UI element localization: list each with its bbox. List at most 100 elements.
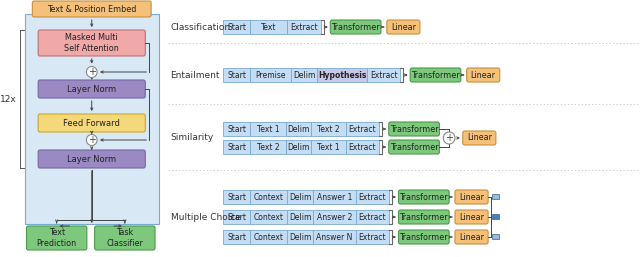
Bar xyxy=(287,230,313,244)
FancyBboxPatch shape xyxy=(399,190,449,204)
FancyBboxPatch shape xyxy=(467,68,500,82)
Bar xyxy=(492,214,499,219)
Bar xyxy=(223,20,250,34)
Bar xyxy=(287,20,321,34)
Text: +: + xyxy=(445,133,453,143)
Text: Extract: Extract xyxy=(290,23,318,32)
Text: Text 2: Text 2 xyxy=(317,124,340,133)
FancyBboxPatch shape xyxy=(399,210,449,224)
Bar xyxy=(285,122,311,136)
Bar xyxy=(313,190,356,204)
FancyBboxPatch shape xyxy=(38,30,145,56)
FancyBboxPatch shape xyxy=(399,230,449,244)
Text: Transformer: Transformer xyxy=(390,142,438,151)
Bar xyxy=(223,210,250,224)
Bar xyxy=(311,122,346,136)
Bar xyxy=(492,194,499,199)
Text: Extract: Extract xyxy=(349,124,376,133)
Text: Context: Context xyxy=(254,192,284,201)
FancyBboxPatch shape xyxy=(26,226,87,250)
FancyBboxPatch shape xyxy=(455,230,488,244)
FancyBboxPatch shape xyxy=(33,1,151,17)
Bar xyxy=(311,140,346,154)
Bar xyxy=(317,68,367,82)
Text: Delim: Delim xyxy=(287,142,309,151)
Text: Delim: Delim xyxy=(289,233,311,242)
Bar xyxy=(356,210,388,224)
Bar xyxy=(492,234,499,239)
Bar xyxy=(250,122,285,136)
Text: Transformer: Transformer xyxy=(399,233,448,242)
Bar xyxy=(356,190,388,204)
Text: Feed Forward: Feed Forward xyxy=(63,118,120,127)
FancyBboxPatch shape xyxy=(463,131,496,145)
Bar xyxy=(367,68,401,82)
FancyBboxPatch shape xyxy=(388,140,440,154)
Text: Delim: Delim xyxy=(287,124,309,133)
Text: Layer Norm: Layer Norm xyxy=(67,154,116,163)
Text: Layer Norm: Layer Norm xyxy=(67,85,116,94)
Bar xyxy=(250,68,291,82)
Text: Masked Multi
Self Attention: Masked Multi Self Attention xyxy=(65,33,119,53)
Text: Transformer: Transformer xyxy=(332,23,380,32)
Text: Similarity: Similarity xyxy=(171,133,214,142)
Bar xyxy=(250,20,287,34)
FancyBboxPatch shape xyxy=(38,114,145,132)
Text: Task
Classifier: Task Classifier xyxy=(106,228,143,248)
FancyBboxPatch shape xyxy=(330,20,381,34)
Bar xyxy=(250,230,287,244)
Text: Delim: Delim xyxy=(289,213,311,222)
Text: Premise: Premise xyxy=(255,70,286,79)
Text: Extract: Extract xyxy=(358,233,386,242)
Bar xyxy=(346,122,379,136)
Circle shape xyxy=(444,132,455,144)
Bar xyxy=(250,210,287,224)
FancyBboxPatch shape xyxy=(388,122,440,136)
Text: Transformer: Transformer xyxy=(399,192,448,201)
Text: Text 1: Text 1 xyxy=(257,124,279,133)
Text: Delim: Delim xyxy=(289,192,311,201)
Bar xyxy=(250,140,285,154)
Text: Answer 2: Answer 2 xyxy=(317,213,352,222)
Bar xyxy=(313,230,356,244)
Text: Hypothesis: Hypothesis xyxy=(318,70,366,79)
Bar xyxy=(250,190,287,204)
Text: Linear: Linear xyxy=(467,133,492,142)
Text: Start: Start xyxy=(227,70,246,79)
Text: Classification: Classification xyxy=(171,23,231,32)
Bar xyxy=(287,190,313,204)
FancyBboxPatch shape xyxy=(455,210,488,224)
Text: Start: Start xyxy=(227,142,246,151)
Bar xyxy=(313,210,356,224)
Bar xyxy=(223,122,250,136)
Text: Linear: Linear xyxy=(470,70,496,79)
Text: Extract: Extract xyxy=(349,142,376,151)
Text: Linear: Linear xyxy=(459,192,484,201)
Bar xyxy=(223,190,250,204)
Text: Text 2: Text 2 xyxy=(257,142,279,151)
Text: Start: Start xyxy=(227,213,246,222)
Text: Context: Context xyxy=(254,213,284,222)
Bar xyxy=(24,14,159,224)
Text: Context: Context xyxy=(254,233,284,242)
Bar xyxy=(223,140,250,154)
Text: Start: Start xyxy=(227,233,246,242)
Text: Text 1: Text 1 xyxy=(317,142,340,151)
Circle shape xyxy=(86,67,97,78)
Bar xyxy=(223,230,250,244)
Text: Start: Start xyxy=(227,23,246,32)
Text: Text & Position Embed: Text & Position Embed xyxy=(47,5,136,14)
Text: Start: Start xyxy=(227,192,246,201)
Text: Transformer: Transformer xyxy=(399,213,448,222)
Text: Answer 1: Answer 1 xyxy=(317,192,352,201)
FancyBboxPatch shape xyxy=(38,80,145,98)
Text: Extract: Extract xyxy=(358,213,386,222)
Text: Entailment: Entailment xyxy=(171,70,220,79)
Bar xyxy=(291,68,317,82)
Bar xyxy=(223,68,250,82)
FancyBboxPatch shape xyxy=(38,150,145,168)
Text: 12x: 12x xyxy=(0,95,17,104)
Text: Text: Text xyxy=(261,23,276,32)
Text: Start: Start xyxy=(227,124,246,133)
Text: Transformer: Transformer xyxy=(390,124,438,133)
